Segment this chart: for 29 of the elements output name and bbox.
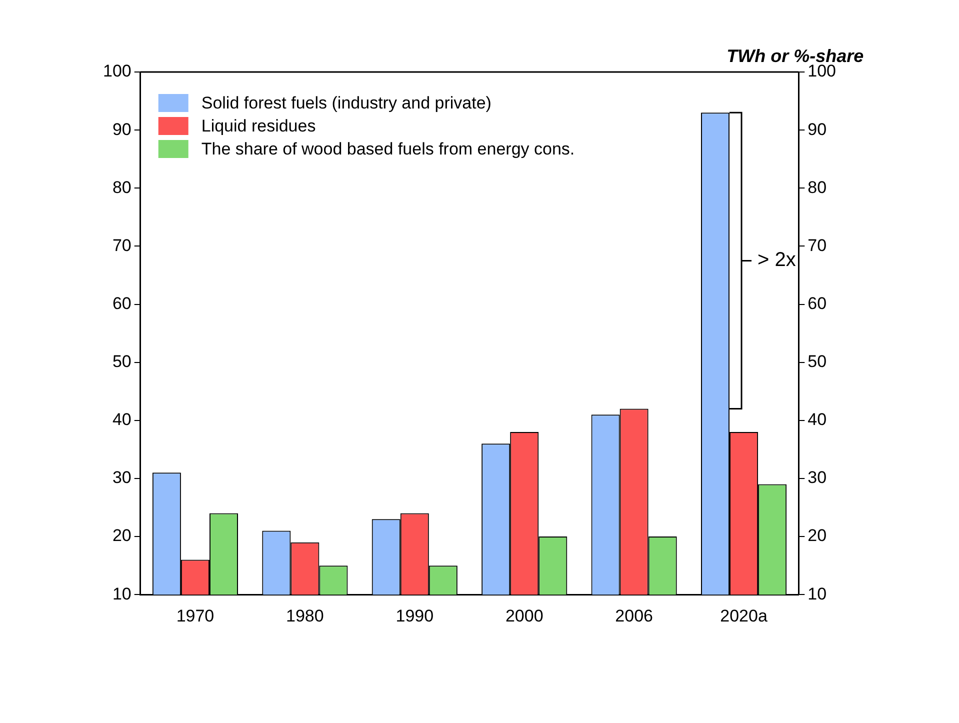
x-tick-label: 1970	[176, 606, 214, 626]
y2-tick-label: 20	[808, 526, 827, 546]
legend-label: Solid forest fuels (industry and private)	[201, 94, 492, 113]
y-tick-label: 60	[112, 294, 132, 313]
y2-tick-label: 50	[808, 352, 827, 372]
x-tick-label: 2020a	[720, 606, 768, 626]
y-tick-label: 100	[102, 62, 132, 81]
y-tick-label: 90	[112, 120, 132, 139]
y-tick-label: 70	[112, 236, 132, 255]
y-tick-label: 30	[112, 468, 132, 488]
x-tick-label: 1990	[396, 606, 434, 626]
y2-tick-label: 40	[808, 410, 827, 430]
y2-tick-label: 70	[808, 236, 827, 255]
y-tick-label: 80	[112, 178, 132, 197]
y2-tick-label: 30	[808, 468, 827, 488]
y2-tick-label: 90	[808, 120, 827, 139]
y2-tick-label: 60	[808, 294, 827, 313]
y-tick-label: 20	[112, 526, 132, 546]
y-tick-label: 40	[112, 410, 132, 430]
annotation: > 2x	[758, 249, 796, 272]
legend-label: Liquid residues	[201, 116, 316, 136]
legend-label: The share of wood based fuels from energy cons.	[201, 140, 575, 159]
y2-tick-label: 80	[808, 178, 827, 197]
y-tick-label: 50	[112, 352, 132, 372]
x-tick-label: 2000	[505, 606, 544, 626]
x-tick-label: 2006	[615, 606, 653, 626]
x-tick-label: 1980	[286, 606, 324, 626]
y2-tick-label: 10	[808, 584, 827, 604]
y-tick-label: 10	[112, 584, 132, 604]
